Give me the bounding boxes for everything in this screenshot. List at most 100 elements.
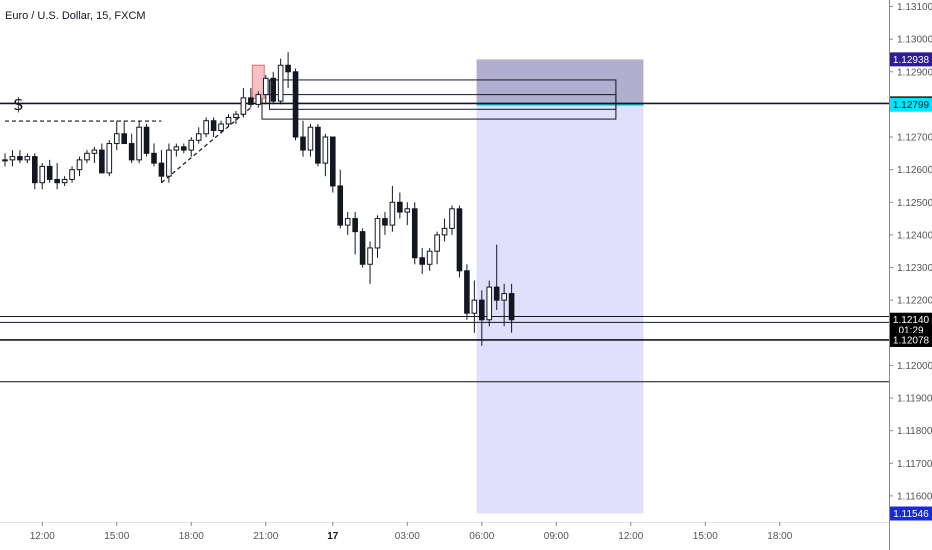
- candle-body-down: [143, 126, 150, 154]
- candle-body-up: [277, 64, 284, 102]
- price-tag-label: 1.11546: [893, 509, 929, 520]
- candle: [501, 283, 507, 327]
- price-tag[interactable]: [890, 52, 932, 67]
- candle-body-up: [166, 149, 172, 177]
- candle: [173, 143, 180, 157]
- candle: [151, 143, 157, 167]
- order-block-box[interactable]: [261, 94, 617, 120]
- candle: [24, 153, 31, 164]
- price-axis[interactable]: 1.13100 1.13000 1.12900 1.12700 1.12600 1.125…: [889, 2, 932, 521]
- candle-body-up: [240, 97, 247, 115]
- candle: [54, 163, 60, 190]
- stop-loss-zone[interactable]: [476, 59, 644, 105]
- price-tick-label: 1.12200: [897, 296, 932, 307]
- price-tick-label: 1.11600: [897, 491, 932, 502]
- price-tick-label: 1.13000: [897, 35, 932, 46]
- candle: [397, 192, 403, 219]
- candle-body-down: [54, 178, 60, 184]
- candle-body-up: [501, 293, 507, 301]
- candle: [99, 143, 105, 174]
- candle: [493, 244, 500, 310]
- candle-body-down: [32, 156, 38, 184]
- candle-body-up: [76, 159, 83, 171]
- time-axis[interactable]: 12:00 15:00 18:00 21:00 17 03:00 06:00 09:00 12:…: [30, 522, 793, 542]
- candle-body-up: [203, 120, 209, 135]
- candle: [225, 114, 232, 128]
- candle: [143, 123, 150, 157]
- candle-body-down: [479, 299, 485, 321]
- candle-body-down: [181, 146, 187, 151]
- candle: [9, 150, 16, 167]
- candle-body-up: [404, 208, 411, 213]
- chart-drawings[interactable]: [0, 64, 889, 383]
- candle-body-down: [270, 77, 276, 102]
- candle: [32, 153, 38, 190]
- candle-body-down: [285, 64, 291, 73]
- candle: [210, 117, 217, 138]
- candle: [61, 176, 68, 186]
- candle-body-up: [374, 218, 381, 249]
- candle: [382, 212, 388, 235]
- price-tag-label: 01:29: [898, 326, 923, 337]
- candle-body-down: [337, 185, 344, 226]
- candle: [404, 202, 411, 226]
- candle-body-up: [2, 159, 8, 162]
- price-tag[interactable]: [890, 332, 932, 347]
- price-tick-label: 1.12500: [897, 198, 932, 209]
- candle-body-up: [307, 126, 314, 151]
- candle: [508, 283, 515, 333]
- candle-body-up: [344, 218, 351, 226]
- candle-body-down: [508, 293, 515, 321]
- candle: [434, 231, 440, 265]
- price-tick-label: 1.12300: [897, 263, 932, 274]
- time-tick-label: 12:00: [618, 531, 643, 542]
- candle-body-down: [17, 156, 23, 161]
- price-tag[interactable]: [890, 506, 932, 521]
- candle: [389, 185, 396, 232]
- candle-body-down: [158, 162, 165, 177]
- take-profit-zone[interactable]: [476, 104, 644, 514]
- candle: [441, 218, 448, 242]
- time-tick-label: 03:00: [395, 531, 420, 542]
- candle-body-up: [113, 133, 120, 145]
- price-tag[interactable]: [890, 97, 932, 112]
- candle: [39, 163, 46, 190]
- candle-body-down: [456, 208, 463, 272]
- candle: [479, 290, 485, 346]
- short-position-tool[interactable]: [476, 59, 644, 514]
- candle-body-down: [99, 149, 105, 174]
- candle-body-down: [411, 208, 418, 259]
- candle-body-up: [106, 143, 113, 174]
- candle: [456, 205, 463, 278]
- candle-body-down: [248, 97, 254, 105]
- dashed-trendline[interactable]: [161, 107, 252, 184]
- candle: [181, 143, 187, 154]
- candle-body-down: [382, 218, 388, 226]
- price-tag-label: 1.12140: [893, 315, 930, 326]
- candle: [262, 75, 269, 105]
- dollar-label: $: [13, 95, 24, 115]
- candle-body-up: [225, 116, 232, 125]
- candle: [300, 120, 306, 157]
- candle-body-down: [292, 71, 299, 138]
- candle: [344, 212, 351, 235]
- candle: [359, 228, 366, 268]
- candle: [233, 110, 239, 124]
- candle: [270, 71, 276, 105]
- price-tick-label: 1.12700: [897, 133, 932, 144]
- candle-body-up: [389, 201, 396, 226]
- price-tick-label: 1.12600: [897, 165, 932, 176]
- candle: [464, 264, 470, 320]
- candle-body-up: [24, 156, 31, 161]
- candle: [307, 123, 314, 157]
- candle: [426, 247, 433, 271]
- candle-body-down: [397, 201, 403, 213]
- time-tick-label: 09:00: [544, 531, 569, 542]
- candle-body-down: [128, 143, 135, 161]
- annotations: $: [13, 95, 24, 115]
- candle: [158, 150, 165, 183]
- candle: [91, 146, 98, 164]
- candle: [218, 120, 224, 134]
- candle: [84, 150, 90, 164]
